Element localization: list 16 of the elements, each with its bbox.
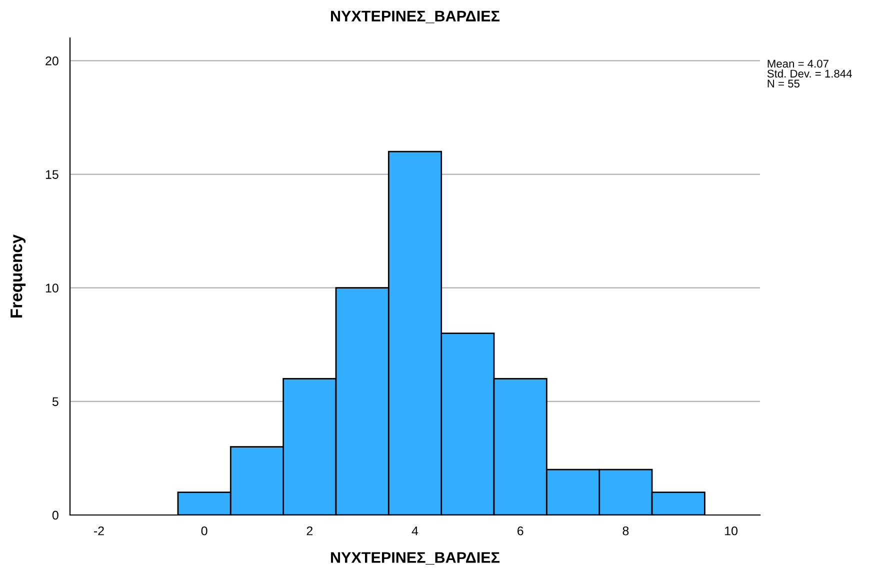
x-tick-label: 4 <box>412 526 418 536</box>
text: Mean = 4.07 Std. Dev. = 1.844 N = 55 <box>767 60 852 88</box>
y-tick-label: 5 <box>52 397 58 406</box>
x-tick-label: -2 <box>94 526 104 536</box>
x-tick-label: 0 <box>201 526 208 536</box>
chart-title: ΝΥΧΤΕΡΙΝΕΣ_ΒΑΡΔΙΕΣ <box>331 10 500 24</box>
x-tick-label: 6 <box>518 526 524 536</box>
x-axis-title: ΝΥΧΤΕΡΙΝΕΣ_ΒΑΡΔΙΕΣ <box>331 552 500 565</box>
y-tick-label: 15 <box>46 170 58 179</box>
x-tick-label: 8 <box>622 526 629 536</box>
y-axis-title: Frequency <box>10 234 26 318</box>
y-tick-label: 10 <box>46 284 58 293</box>
x-tick-label: 10 <box>725 526 738 536</box>
y-tick-label: 20 <box>46 56 58 66</box>
x-tick-label: 2 <box>306 526 313 536</box>
y-tick-label: 0 <box>52 510 58 520</box>
